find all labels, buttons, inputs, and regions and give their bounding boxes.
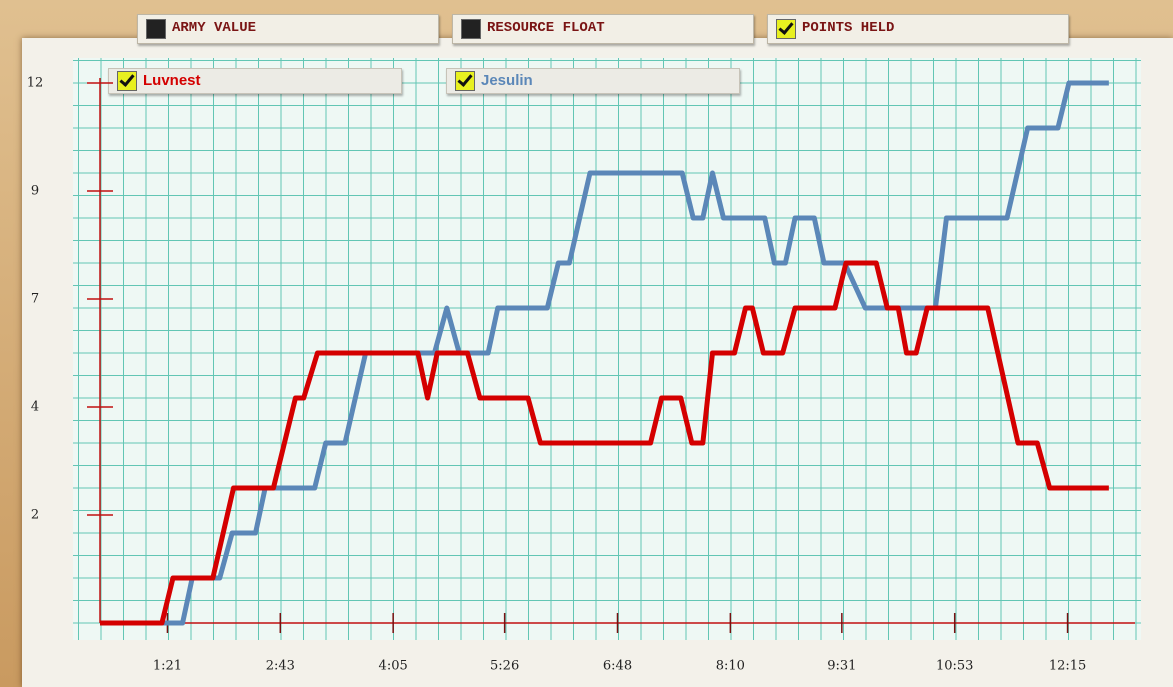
checkbox[interactable]: [461, 19, 481, 39]
x-tick-label: 6:48: [603, 659, 632, 674]
x-tick-label: 10:53: [936, 659, 973, 674]
tab-button[interactable]: RESOURCE FLOAT: [452, 14, 754, 44]
y-tick-label: 12: [27, 76, 44, 91]
legend-label: Luvnest: [143, 72, 201, 89]
checkbox[interactable]: [776, 19, 796, 39]
checkbox[interactable]: [455, 71, 475, 91]
tab-button[interactable]: POINTS HELD: [767, 14, 1069, 44]
series-line: [100, 260, 1109, 626]
y-tick-label: 2: [31, 508, 39, 523]
x-tick-label: 9:31: [827, 659, 856, 674]
x-tick-label: 12:15: [1049, 659, 1086, 674]
legend-entry[interactable]: Jesulin: [446, 68, 740, 94]
tab-label: POINTS HELD: [802, 20, 895, 36]
checkbox[interactable]: [117, 71, 137, 91]
checkbox[interactable]: [146, 19, 166, 39]
legend-entry[interactable]: Luvnest: [108, 68, 402, 94]
legend-label: Jesulin: [481, 72, 533, 89]
tab-button[interactable]: ARMY VALUE: [137, 14, 439, 44]
x-tick-label: 1:21: [153, 659, 182, 674]
x-tick-label: 2:43: [266, 659, 295, 674]
x-tick-label: 4:05: [379, 659, 408, 674]
x-tick-label: 8:10: [716, 659, 745, 674]
series-line: [100, 80, 1109, 626]
plot-grid: [73, 58, 1141, 640]
tab-label: RESOURCE FLOAT: [487, 20, 605, 36]
y-tick-label: 7: [31, 292, 39, 307]
y-tick-label: 4: [31, 400, 39, 415]
y-tick-label: 9: [31, 184, 39, 199]
tab-label: ARMY VALUE: [172, 20, 257, 36]
x-tick-label: 5:26: [490, 659, 519, 674]
